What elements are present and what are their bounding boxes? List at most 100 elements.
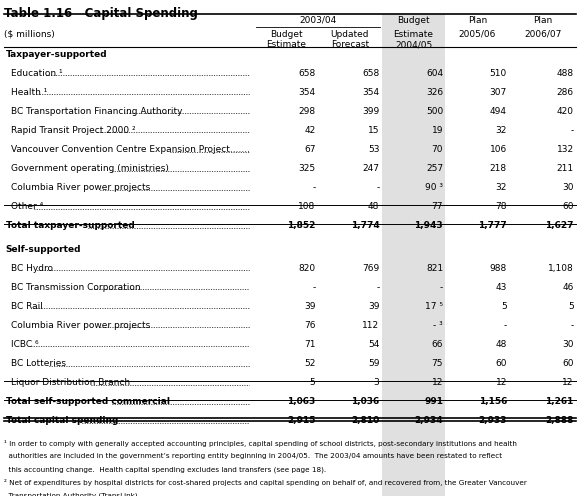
Text: 48: 48 (495, 340, 507, 349)
Text: 286: 286 (556, 88, 574, 97)
Text: 1,943: 1,943 (415, 221, 443, 231)
Text: 108: 108 (298, 202, 316, 211)
Text: 77: 77 (432, 202, 443, 211)
Text: BC Hydro: BC Hydro (11, 263, 53, 273)
Text: 132: 132 (556, 145, 574, 154)
Text: 1,852: 1,852 (287, 221, 316, 231)
Text: 1,156: 1,156 (478, 397, 507, 406)
Text: 30: 30 (562, 183, 574, 192)
Text: 820: 820 (298, 263, 316, 273)
Text: 53: 53 (368, 145, 379, 154)
Text: 2,934: 2,934 (415, 416, 443, 426)
Text: 90 ³: 90 ³ (425, 183, 443, 192)
Text: 2,888: 2,888 (545, 416, 574, 426)
Text: 32: 32 (495, 183, 507, 192)
Text: 1,108: 1,108 (548, 263, 574, 273)
Text: this accounting change.  Health capital spending excludes land transfers (see pa: this accounting change. Health capital s… (4, 466, 326, 473)
Text: 2,810: 2,810 (351, 416, 379, 426)
Text: -: - (503, 321, 507, 330)
Text: 354: 354 (362, 88, 379, 97)
Text: 211: 211 (556, 164, 574, 173)
Text: 48: 48 (368, 202, 379, 211)
Text: 78: 78 (495, 202, 507, 211)
Text: 988: 988 (490, 263, 507, 273)
Text: Vancouver Convention Centre Expansion Project.......: Vancouver Convention Centre Expansion Pr… (11, 145, 250, 154)
Text: 2006/07: 2006/07 (524, 30, 561, 39)
Text: 494: 494 (490, 107, 507, 116)
Text: 5: 5 (310, 378, 316, 387)
Text: 12: 12 (495, 378, 507, 387)
Text: -: - (440, 283, 443, 292)
Text: 658: 658 (362, 68, 379, 78)
Text: Budget: Budget (397, 16, 430, 25)
Text: Other ⁴: Other ⁴ (11, 202, 44, 211)
Text: 1,063: 1,063 (287, 397, 316, 406)
Text: BC Lotteries: BC Lotteries (11, 359, 66, 368)
Text: Total capital spending: Total capital spending (6, 416, 118, 426)
Text: Rapid Transit Project 2000 ²: Rapid Transit Project 2000 ² (11, 126, 136, 135)
Text: ICBC ⁶: ICBC ⁶ (11, 340, 39, 349)
Text: 604: 604 (426, 68, 443, 78)
Text: 75: 75 (432, 359, 443, 368)
Text: authorities are included in the government’s reporting entity beginning in 2004/: authorities are included in the governme… (4, 453, 502, 459)
Text: -: - (376, 283, 379, 292)
Text: 326: 326 (426, 88, 443, 97)
Text: 2,933: 2,933 (478, 416, 507, 426)
Text: 769: 769 (362, 263, 379, 273)
Text: 821: 821 (426, 263, 443, 273)
Text: 59: 59 (368, 359, 379, 368)
Text: 42: 42 (304, 126, 316, 135)
Text: 5: 5 (501, 302, 507, 311)
Text: 1,627: 1,627 (545, 221, 574, 231)
Text: 70: 70 (432, 145, 443, 154)
Text: Table 1.16   Capital Spending: Table 1.16 Capital Spending (4, 7, 198, 20)
Text: 76: 76 (304, 321, 316, 330)
Text: 60: 60 (562, 359, 574, 368)
Text: 39: 39 (368, 302, 379, 311)
Text: Plan: Plan (533, 16, 552, 25)
Text: Self-supported: Self-supported (6, 245, 81, 253)
Text: ² Net of expenditures by hospital districts for cost-shared projects and capital: ² Net of expenditures by hospital distri… (4, 479, 527, 486)
Text: Updated
Forecast: Updated Forecast (331, 30, 369, 49)
Text: 46: 46 (562, 283, 574, 292)
Text: 500: 500 (426, 107, 443, 116)
Text: 354: 354 (298, 88, 316, 97)
Text: 71: 71 (304, 340, 316, 349)
Text: 39: 39 (304, 302, 316, 311)
Text: 66: 66 (432, 340, 443, 349)
Text: - ³: - ³ (433, 321, 443, 330)
Text: 12: 12 (432, 378, 443, 387)
Text: Transportation Authority (TransLink).: Transportation Authority (TransLink). (4, 492, 140, 496)
Text: 2003/04: 2003/04 (299, 16, 336, 25)
Text: 43: 43 (495, 283, 507, 292)
Bar (382, 14, 445, 496)
Text: ($ millions): ($ millions) (4, 30, 55, 39)
Text: 257: 257 (426, 164, 443, 173)
Text: 420: 420 (557, 107, 574, 116)
Text: Taxpayer-supported: Taxpayer-supported (6, 50, 107, 59)
Text: 19: 19 (432, 126, 443, 135)
Text: 2,915: 2,915 (287, 416, 316, 426)
Text: Total self-supported commercial: Total self-supported commercial (6, 397, 170, 406)
Text: Estimate
2004/05: Estimate 2004/05 (394, 30, 433, 49)
Text: 325: 325 (298, 164, 316, 173)
Text: Liquor Distribution Branch: Liquor Distribution Branch (11, 378, 130, 387)
Text: 510: 510 (490, 68, 507, 78)
Text: 3: 3 (374, 378, 379, 387)
Text: Health ¹: Health ¹ (11, 88, 48, 97)
Text: 247: 247 (362, 164, 379, 173)
Text: 12: 12 (562, 378, 574, 387)
Text: 1,036: 1,036 (351, 397, 379, 406)
Text: Total taxpayer-supported: Total taxpayer-supported (6, 221, 135, 231)
Text: 32: 32 (495, 126, 507, 135)
Text: 1,261: 1,261 (545, 397, 574, 406)
Text: -: - (312, 183, 316, 192)
Text: 298: 298 (298, 107, 316, 116)
Text: Education ¹: Education ¹ (11, 68, 63, 78)
Text: 106: 106 (490, 145, 507, 154)
Text: 991: 991 (424, 397, 443, 406)
Text: -: - (570, 126, 574, 135)
Text: -: - (376, 183, 379, 192)
Text: 30: 30 (562, 340, 574, 349)
Text: Government operating (ministries): Government operating (ministries) (11, 164, 169, 173)
